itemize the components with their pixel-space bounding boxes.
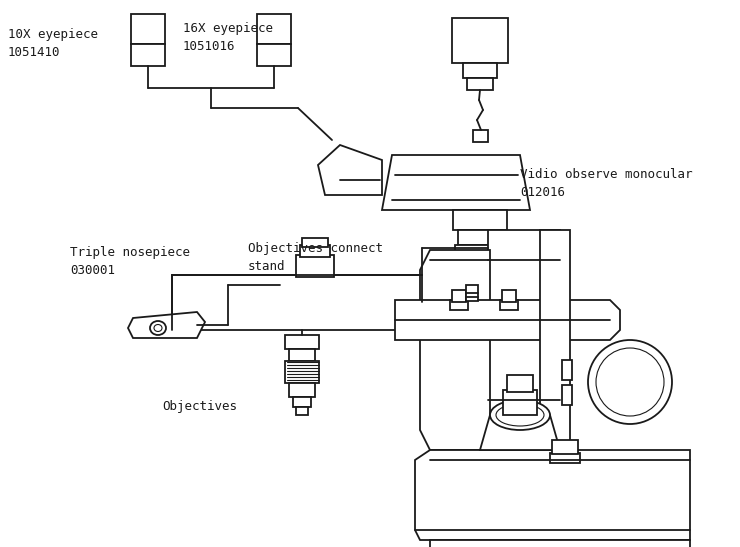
Bar	[463, 63, 497, 78]
Bar	[296, 407, 308, 415]
Ellipse shape	[490, 400, 550, 430]
Bar	[500, 300, 518, 310]
Bar	[450, 300, 468, 310]
Ellipse shape	[150, 321, 166, 335]
Bar	[502, 290, 516, 302]
Bar	[552, 440, 578, 454]
Bar	[453, 210, 507, 230]
Text: Objectives connect
stand: Objectives connect stand	[248, 242, 383, 273]
Bar	[293, 397, 311, 407]
Bar	[172, 275, 422, 330]
Bar	[302, 238, 328, 247]
Bar	[289, 383, 315, 397]
Bar	[257, 44, 291, 66]
Text: 10X eyepiece
1051410: 10X eyepiece 1051410	[8, 28, 98, 59]
Polygon shape	[415, 450, 690, 540]
Bar	[285, 361, 319, 383]
Polygon shape	[395, 300, 620, 340]
Text: Objectives: Objectives	[162, 400, 237, 413]
Bar	[285, 335, 319, 349]
Bar	[296, 255, 334, 277]
Bar	[455, 245, 505, 255]
Bar	[131, 14, 165, 44]
Bar	[131, 44, 165, 66]
Bar	[466, 285, 478, 301]
Polygon shape	[318, 145, 382, 195]
Polygon shape	[488, 230, 560, 450]
Bar	[503, 390, 537, 415]
Polygon shape	[420, 250, 490, 450]
Text: 16X eyepiece
1051016: 16X eyepiece 1051016	[183, 22, 273, 53]
Bar	[473, 130, 488, 142]
Bar	[300, 245, 330, 257]
Bar	[430, 540, 690, 547]
Bar	[289, 349, 315, 361]
Bar	[467, 78, 493, 90]
Polygon shape	[382, 155, 530, 210]
Circle shape	[588, 340, 672, 424]
Bar	[562, 385, 572, 405]
Bar	[458, 230, 502, 245]
Text: Vidio observe monocular
012016: Vidio observe monocular 012016	[520, 168, 693, 199]
Bar	[452, 18, 508, 63]
Bar	[452, 290, 466, 302]
Polygon shape	[128, 312, 205, 338]
Bar	[562, 360, 572, 380]
Bar	[507, 375, 533, 392]
Ellipse shape	[154, 324, 162, 331]
Bar	[257, 14, 291, 44]
Text: Triple nosepiece
030001: Triple nosepiece 030001	[70, 246, 190, 277]
Bar	[540, 230, 570, 450]
Bar	[550, 453, 580, 463]
Circle shape	[596, 348, 664, 416]
Ellipse shape	[496, 404, 544, 426]
Polygon shape	[480, 415, 560, 450]
